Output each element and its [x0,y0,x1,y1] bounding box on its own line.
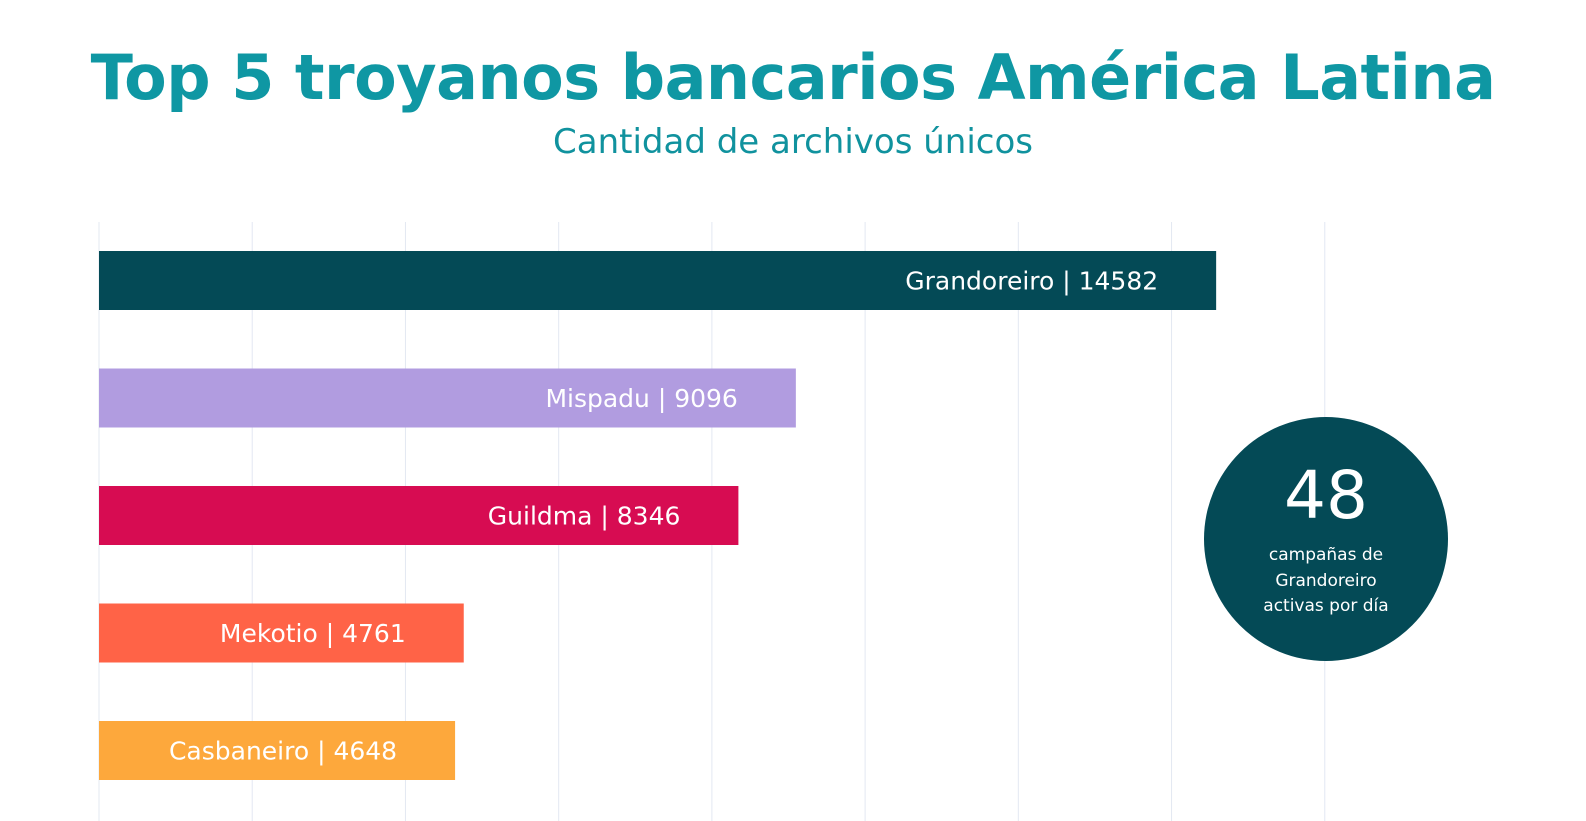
bar-mispadu [99,368,796,428]
bar-casbaneiro [99,721,456,780]
grandoreiro-campaigns-callout: 48 campañas de Grandoreiro activas por d… [1204,417,1448,661]
bar-grandoreiro [99,251,1217,310]
bar-label-guildma: Guildma | 8346 [488,502,681,531]
bar-guildma [99,486,739,545]
bar-label-mekotio: Mekotio | 4761 [220,619,406,648]
callout-number: 48 [1284,457,1368,534]
chart-title: Top 5 troyanos bancarios América Latina [90,41,1496,114]
bar-label-grandoreiro: Grandoreiro | 14582 [905,267,1158,296]
chart-subtitle: Cantidad de archivos únicos [553,122,1033,162]
bar-label-casbaneiro: Casbaneiro | 4648 [169,737,397,766]
bar-mekotio [99,603,464,663]
callout-text: campañas de Grandoreiro activas por día [1263,545,1389,616]
bar-label-mispadu: Mispadu | 9096 [545,384,737,413]
